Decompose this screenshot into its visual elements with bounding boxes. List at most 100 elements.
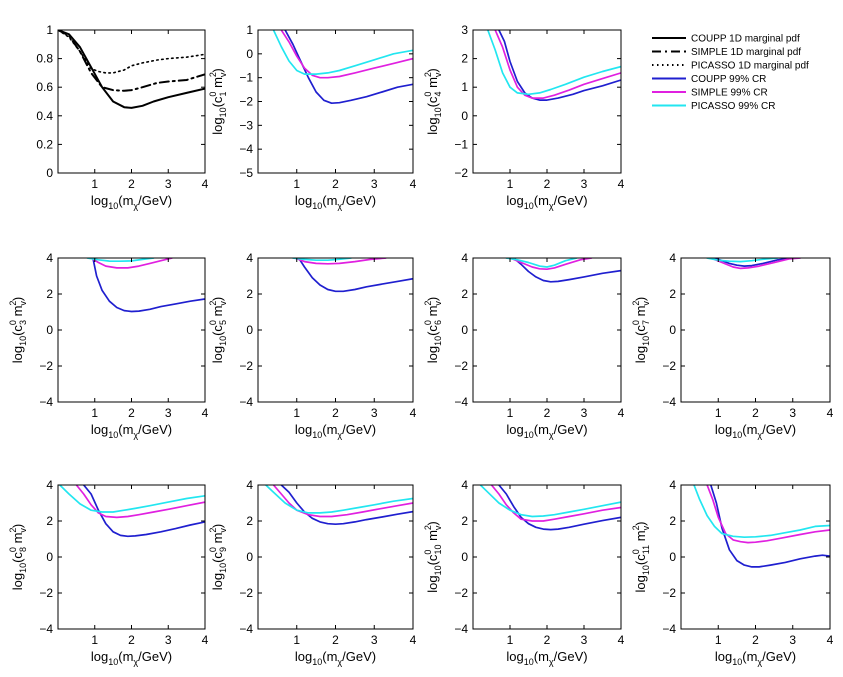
y-tick-label: −4 [239,622,253,636]
x-axis-label: log10(mχ/GeV) [91,422,172,440]
series-line-c5-2 [292,258,352,262]
x-tick-label: 1 [507,177,514,191]
x-tick-label: 4 [827,406,834,420]
x-tick-label: 1 [91,177,98,191]
y-tick-label: 2 [669,287,676,301]
legend: COUPP 1D marginal pdf SIMPLE 1D marginal … [652,34,809,112]
x-axis-label: log10(mχ/GeV) [715,422,796,440]
series-line-c4-1 [494,30,621,99]
y-tick-label: 0.4 [36,109,53,123]
y-axis-label: log10(c04 m2v) [423,68,443,135]
x-tick-label: 2 [544,633,551,647]
x-tick-label: 2 [128,633,135,647]
series-line-c6-0 [512,258,621,283]
x-tick-label: 3 [371,633,378,647]
series-line-c4-2 [486,30,621,96]
x-tick-label: 4 [618,177,625,191]
series-line-marginal-1 [58,30,205,92]
panel-c11: 1 2 3 4 −4 −2 0 2 4 log10(mχ/GeV) log10(c011 m2v) [631,478,834,667]
panel-c1: 1 2 3 4 −5 −4 −3 −2 −1 0 1 log10(mχ/GeV) log10(c01 m… [208,23,417,211]
x-tick-label: 4 [618,406,625,420]
series-line-marginal-0 [58,30,205,109]
series-line-c7-1 [709,258,802,270]
y-tick-label: −2 [239,95,253,109]
y-tick-label: 1 [246,23,253,37]
x-tick-label: 1 [293,406,300,420]
y-tick-label: 4 [461,478,468,492]
series-line-c6-1 [509,258,593,271]
y-tick-label: 1 [461,80,468,94]
panel-c10: 1 2 3 4 −4 −2 0 2 4 log10(mχ/GeV) log10(c010 m2v) [423,478,625,667]
series-line-c11-0 [709,485,830,568]
x-tick-label: 4 [202,633,209,647]
y-tick-label: 0 [461,109,468,123]
x-tick-label: 3 [581,406,588,420]
x-tick-label: 3 [789,406,796,420]
y-axis-label: log10(c05 m2v) [208,297,228,364]
y-tick-label: 0 [46,166,53,180]
x-axis-label: log10(mχ/GeV) [506,649,587,667]
series-line-marginal-2 [58,30,205,74]
y-tick-label: −4 [239,142,253,156]
legend-label: PICASSO 99% CR [691,101,775,112]
x-tick-label: 4 [618,633,625,647]
y-axis-label: log10(c03 m2v) [8,297,28,364]
y-axis-label: log10(c010 m2v) [423,521,443,593]
x-tick-label: 3 [165,177,172,191]
x-axis-label: log10(mχ/GeV) [715,649,796,667]
y-tick-label: 4 [669,251,676,265]
series-line-c6-2 [505,258,578,268]
panel-marginal: 1 2 3 4 0 0.2 0.4 0.6 0.8 1 log10(mχ/GeV) [36,23,208,211]
y-tick-label: −2 [39,359,53,373]
y-tick-label: 0 [46,323,53,337]
series-line-c3-2 [86,258,155,263]
series-line-c9-2 [264,485,413,514]
series-line-c10-2 [479,485,621,518]
x-axis-label: log10(mχ/GeV) [295,649,376,667]
series-line-c8-1 [75,485,205,519]
y-tick-label: −2 [662,586,676,600]
x-axis-label: log10(mχ/GeV) [295,422,376,440]
y-tick-label: −2 [454,586,468,600]
series-line-c11-1 [706,485,830,544]
x-axis-label: log10(mχ/GeV) [91,193,172,211]
y-tick-label: −2 [239,359,253,373]
x-tick-label: 2 [128,406,135,420]
x-tick-label: 4 [202,406,209,420]
legend-label: SIMPLE 1D marginal pdf [691,47,801,58]
y-tick-label: 0 [669,550,676,564]
panel-c5: 1 2 3 4 −4 −2 0 2 4 log10(mχ/GeV) log10(c05 m2v) [208,251,417,440]
y-tick-label: 0 [246,323,253,337]
x-tick-label: 1 [293,177,300,191]
series-line-c5-1 [293,258,387,265]
y-axis-label: log10(c07 m2v) [631,297,651,364]
axes-frame [472,257,622,403]
x-tick-label: 3 [165,633,172,647]
x-tick-label: 2 [332,633,339,647]
x-tick-label: 1 [91,406,98,420]
y-tick-label: −4 [454,395,468,409]
x-tick-label: 2 [752,633,759,647]
x-tick-label: 2 [752,406,759,420]
y-tick-label: 0 [246,47,253,61]
y-axis-label: log10(c06 m2v) [423,297,443,364]
panel-c3: 1 2 3 4 −4 −2 0 2 4 log10(mχ/GeV) log10(c03 m2v) [8,251,209,440]
x-axis-label: log10(mχ/GeV) [506,193,587,211]
x-tick-label: 2 [544,177,551,191]
y-axis-label: log10(c011 m2v) [631,522,651,593]
x-tick-label: 2 [128,177,135,191]
x-axis-label: log10(mχ/GeV) [295,193,376,211]
x-tick-label: 1 [507,633,514,647]
y-tick-label: 4 [669,478,676,492]
y-tick-label: 0.6 [36,80,53,94]
series-line-c11-2 [693,485,830,539]
panel-c6: 1 2 3 4 −4 −2 0 2 4 log10(mχ/GeV) log10(c06 m2v) [423,251,625,440]
y-tick-label: 2 [669,514,676,528]
y-tick-label: −2 [454,166,468,180]
legend-label: COUPP 99% CR [691,74,766,85]
legend-label: SIMPLE 99% CR [691,88,768,99]
axes-frame [257,257,414,403]
y-tick-label: 4 [246,251,253,265]
x-tick-label: 3 [371,177,378,191]
